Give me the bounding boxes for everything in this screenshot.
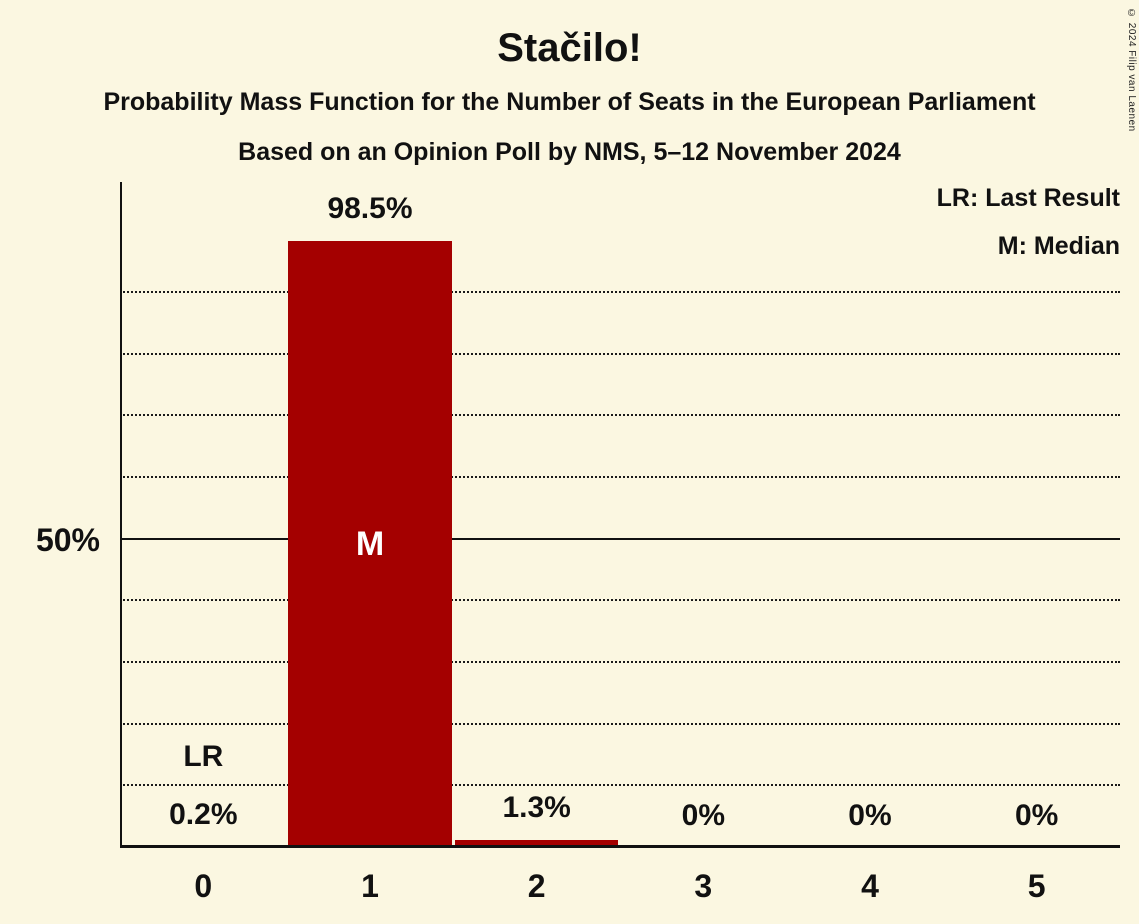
- gridline-dotted-80: [120, 352, 1120, 355]
- chart-title: Stačilo!: [497, 26, 642, 70]
- x-axis-label-5: 5: [1027, 868, 1046, 904]
- value-label-seats-5: 0%: [1014, 799, 1059, 832]
- gridline-solid-50: [120, 537, 1120, 540]
- value-label-seats-2: 1.3%: [502, 790, 571, 824]
- chart-subtitle-line2: Based on an Opinion Poll by NMS, 5–12 No…: [238, 138, 901, 166]
- gridline-dotted-40: [120, 599, 1120, 602]
- last-result-marker: LR: [183, 739, 224, 773]
- x-axis-line: [120, 845, 1120, 848]
- gridline-dotted-30: [120, 661, 1120, 663]
- gridline-dotted-10: [120, 784, 1120, 787]
- bar-seats-1: M: [288, 240, 452, 848]
- median-marker: M: [355, 524, 385, 563]
- x-axis-label-4: 4: [861, 868, 879, 904]
- x-axis-label-1: 1: [361, 868, 379, 904]
- legend-median: M: Median: [997, 232, 1120, 260]
- chart-subtitle-line1: Probability Mass Function for the Number…: [103, 88, 1036, 116]
- value-label-seats-3: 0%: [681, 799, 725, 832]
- value-label-seats-1: 98.5%: [327, 191, 413, 225]
- x-axis-label-2: 2: [527, 868, 546, 904]
- gridline-dotted-60: [120, 476, 1120, 478]
- x-axis-label-0: 0: [194, 868, 213, 904]
- value-label-seats-4: 0%: [848, 799, 892, 832]
- legend-last-result: LR: Last Result: [936, 184, 1120, 212]
- y-axis-line: [120, 182, 122, 848]
- gridline-dotted-70: [120, 414, 1120, 417]
- gridline-dotted-20: [120, 722, 1120, 725]
- bar-seats-2: [455, 839, 619, 848]
- x-axis-label-3: 3: [694, 868, 713, 904]
- plot-area: LR: Last Result M: Median 50% M 0.2% LR 98…: [36, 182, 1120, 904]
- gridline-dotted-90: [120, 291, 1120, 293]
- y-axis-tick-label: 50%: [35, 521, 100, 558]
- value-label-seats-0: 0.2%: [169, 797, 238, 831]
- copyright-text: © 2024 Filip van Laenen: [1126, 8, 1137, 132]
